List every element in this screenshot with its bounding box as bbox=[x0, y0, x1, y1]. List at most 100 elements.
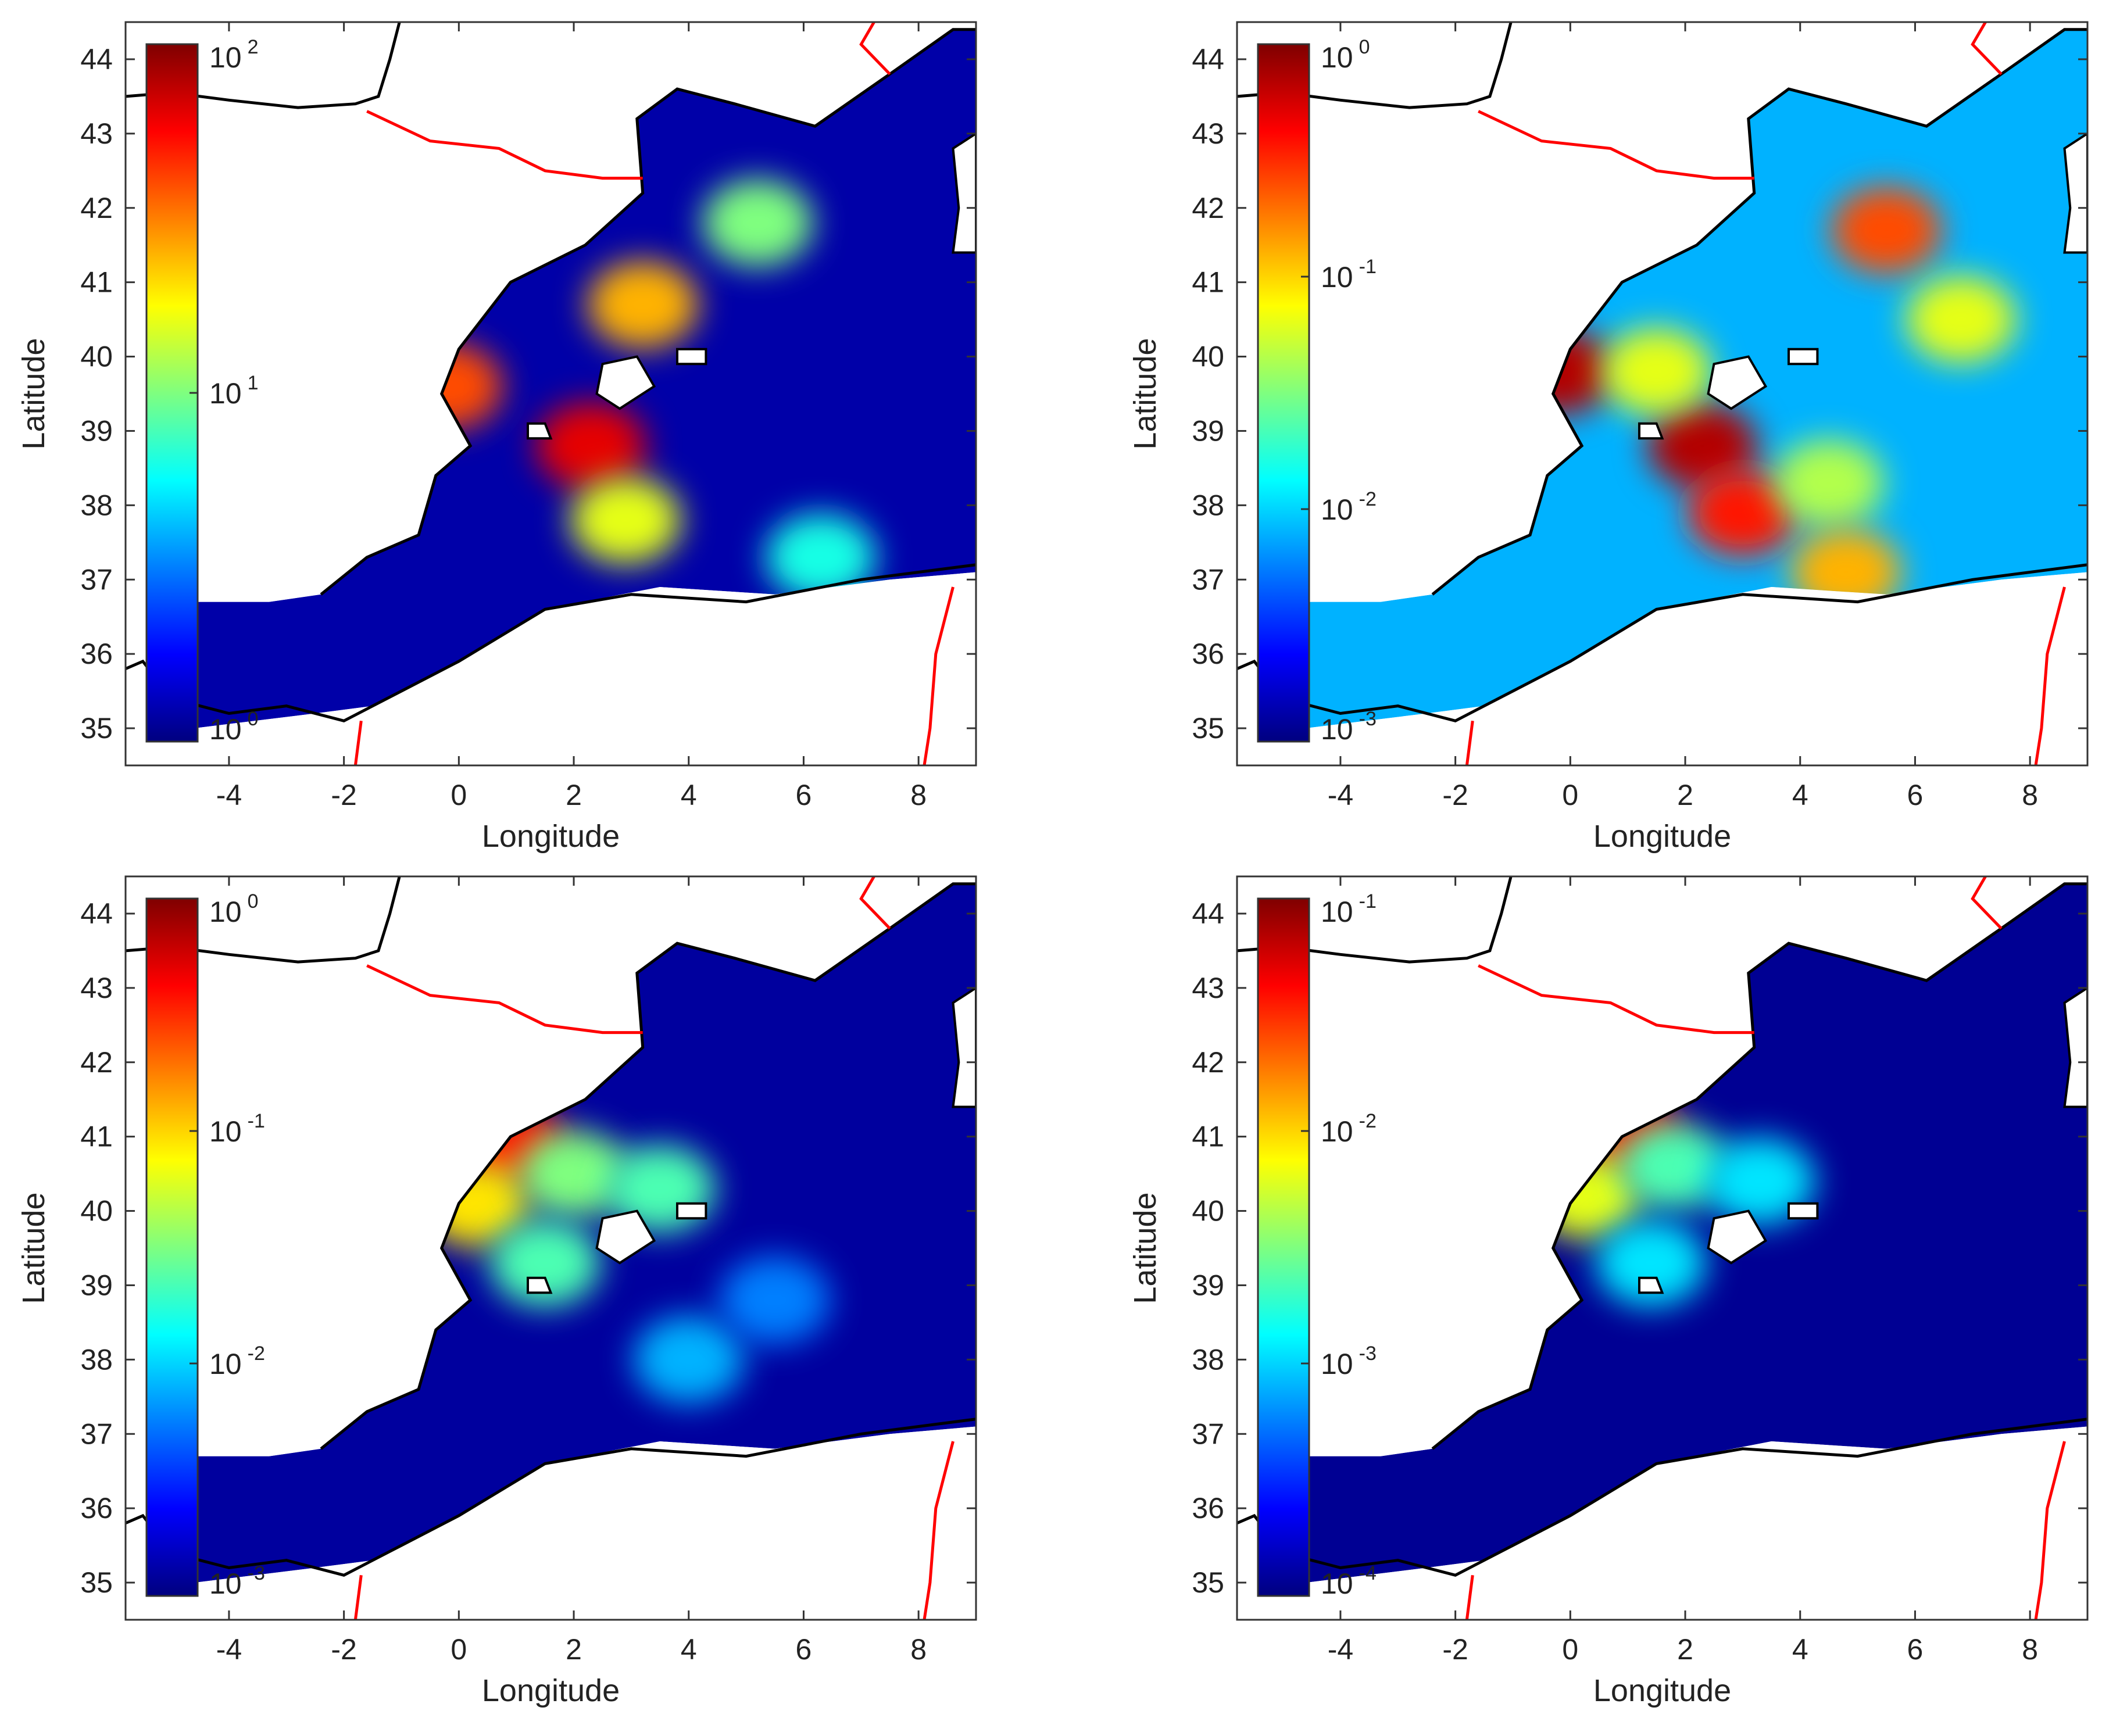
country-border bbox=[1971, 876, 2003, 930]
y-axis-label: Latitude bbox=[16, 338, 51, 449]
field-patch bbox=[1831, 187, 1942, 274]
field-patch bbox=[587, 261, 698, 349]
panel-2: -4 -2 0 2 4 6 8 35 36 37 38 39 40 41 42 43 44 Longitude La… bbox=[1128, 21, 2089, 854]
x-tick-label: -4 bbox=[216, 1633, 242, 1666]
y-tick-label: 44 bbox=[1192, 897, 1224, 930]
y-axis-label: Latitude bbox=[1128, 338, 1163, 449]
x-tick-label: 6 bbox=[1907, 779, 1924, 811]
y-tick-label: 43 bbox=[1192, 117, 1224, 150]
colorbar-tick-exponent: -1 bbox=[1359, 256, 1377, 278]
y-tick-label: 35 bbox=[1192, 712, 1224, 744]
x-tick-label: 0 bbox=[451, 1633, 467, 1666]
axes-frame bbox=[1236, 21, 2089, 767]
island bbox=[676, 348, 707, 366]
country-border bbox=[859, 876, 891, 930]
y-tick-label: 37 bbox=[80, 563, 113, 596]
y-tick-label: 36 bbox=[1192, 638, 1224, 670]
island bbox=[1788, 1202, 1819, 1220]
y-tick-label: 43 bbox=[1192, 972, 1224, 1004]
y-tick-label: 36 bbox=[80, 1492, 113, 1524]
data-field bbox=[1306, 29, 2087, 728]
country-border bbox=[2034, 586, 2066, 765]
country-border bbox=[1465, 1574, 1474, 1620]
y-tick-label: 38 bbox=[80, 1343, 113, 1376]
x-tick-label: -2 bbox=[1442, 1633, 1468, 1666]
country-border bbox=[859, 22, 891, 76]
x-axis-label: Longitude bbox=[1593, 819, 1731, 854]
field-patch bbox=[570, 476, 681, 564]
island bbox=[527, 422, 553, 440]
field-patch bbox=[489, 1219, 600, 1307]
colorbar-tick-base: 10 bbox=[1321, 896, 1353, 928]
colorbar-tick-label: 10 -1 bbox=[1321, 890, 1377, 928]
axes-frame bbox=[124, 875, 977, 1621]
y-tick-label: 40 bbox=[80, 341, 113, 373]
x-tick-label: 0 bbox=[1562, 1633, 1578, 1666]
x-tick-label: -4 bbox=[1328, 779, 1353, 811]
island bbox=[952, 986, 976, 1108]
y-tick-label: 41 bbox=[1192, 1121, 1224, 1153]
x-axis-label: Longitude bbox=[482, 819, 620, 854]
y-tick-label: 40 bbox=[80, 1195, 113, 1227]
colorbar-tick-label: 10 -2 bbox=[1321, 488, 1377, 526]
colorbar-gradient bbox=[1257, 897, 1310, 1597]
island bbox=[952, 132, 976, 254]
y-tick-label: 42 bbox=[80, 1046, 113, 1079]
x-tick-label: 8 bbox=[910, 1633, 927, 1666]
x-tick-label: 2 bbox=[566, 1633, 582, 1666]
colorbar-tick-label: 10 -3 bbox=[1321, 1343, 1377, 1380]
y-tick-label: 44 bbox=[80, 897, 113, 930]
y-tick-label: 42 bbox=[1192, 1046, 1224, 1079]
x-tick-label: 8 bbox=[2022, 779, 2038, 811]
colorbar-tick-label: 10 -2 bbox=[209, 1343, 265, 1380]
colorbar-tick-exponent: -3 bbox=[1359, 708, 1377, 730]
plot-area bbox=[126, 876, 976, 1620]
x-tick-label: -4 bbox=[1328, 1633, 1353, 1666]
colorbar-tick-exponent: -3 bbox=[248, 1562, 265, 1584]
x-tick-label: 8 bbox=[2022, 1633, 2038, 1666]
y-tick-label: 43 bbox=[80, 972, 113, 1004]
colorbar-tick-base: 10 bbox=[1321, 713, 1353, 746]
x-tick-label: 4 bbox=[1792, 1633, 1808, 1666]
y-tick-label: 38 bbox=[1192, 489, 1224, 521]
y-tick-label: 43 bbox=[80, 117, 113, 150]
y-tick-label: 41 bbox=[80, 266, 113, 299]
coastline bbox=[1431, 882, 2087, 1450]
colorbar-tick-base: 10 bbox=[1321, 1348, 1353, 1380]
x-tick-label: 6 bbox=[1907, 1633, 1924, 1666]
panel-4: -4 -2 0 2 4 6 8 35 36 37 38 39 40 41 42 43 44 Longitude La… bbox=[1128, 875, 2089, 1708]
x-axis-label: Longitude bbox=[1593, 1673, 1731, 1708]
y-axis-label: Latitude bbox=[1128, 1192, 1163, 1304]
field-patch bbox=[1687, 469, 1798, 557]
country-border bbox=[1478, 964, 1754, 1035]
country-border bbox=[366, 110, 643, 180]
colorbar-tick-label: 10 1 bbox=[209, 372, 259, 410]
data-field bbox=[194, 29, 976, 728]
colorbar-tick-label: 10 -2 bbox=[1321, 1110, 1377, 1148]
field-patch bbox=[633, 1316, 744, 1404]
x-tick-label: 4 bbox=[1792, 779, 1808, 811]
colorbar-tick-label: 10 0 bbox=[209, 708, 259, 746]
colorbar-tick-label: 10 2 bbox=[209, 36, 259, 74]
data-field bbox=[1306, 883, 2087, 1583]
y-tick-label: 40 bbox=[1192, 341, 1224, 373]
x-axis-label: Longitude bbox=[482, 1673, 620, 1708]
axes-frame bbox=[124, 21, 977, 767]
colorbar: 10 -4 10 -3 10 -2 10 -1 bbox=[1257, 890, 1377, 1600]
field-patch bbox=[1601, 328, 1712, 416]
colorbar-tick-base: 10 bbox=[209, 377, 242, 410]
x-tick-label: -2 bbox=[331, 779, 356, 811]
field-patch bbox=[1618, 1122, 1729, 1210]
colorbar-tick-label: 10 -1 bbox=[1321, 256, 1377, 293]
field-patch bbox=[1595, 1219, 1706, 1307]
island bbox=[1707, 1209, 1768, 1265]
x-tick-label: 8 bbox=[910, 779, 927, 811]
island bbox=[2063, 132, 2087, 254]
colorbar-tick-base: 10 bbox=[209, 1348, 242, 1380]
x-tick-label: -2 bbox=[1442, 779, 1468, 811]
plot-area bbox=[1237, 876, 2087, 1620]
y-tick-label: 39 bbox=[1192, 1269, 1224, 1301]
colorbar-tick-base: 10 bbox=[1321, 41, 1353, 74]
colorbar-tick-base: 10 bbox=[209, 1567, 242, 1600]
x-tick-label: 0 bbox=[451, 779, 467, 811]
